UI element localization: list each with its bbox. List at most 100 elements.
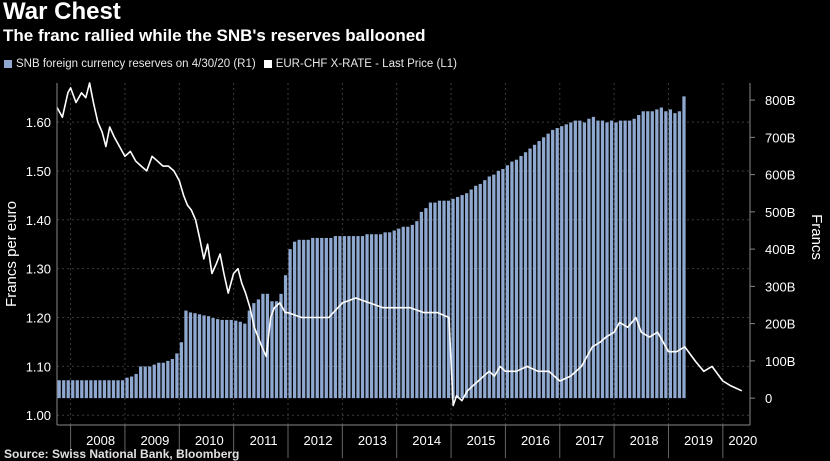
- x-tick-label-2013: 2013: [358, 433, 387, 448]
- reserve-bar-26: [175, 353, 179, 399]
- reserve-bar-40: [238, 321, 242, 399]
- y-left-axis-label: Francs per euro: [3, 201, 20, 307]
- legend-label-reserves: SNB foreign currency reserves on 4/30/20…: [16, 58, 256, 70]
- reserve-bar-22: [157, 362, 161, 399]
- reserve-bar-138: [682, 96, 686, 399]
- y-left-tick-label-6: 1.60: [26, 115, 51, 130]
- reserve-bar-63: [342, 236, 347, 399]
- x-tick-label-2017: 2017: [575, 433, 604, 448]
- reserve-bar-77: [406, 226, 410, 399]
- reserve-bar-74: [392, 230, 396, 399]
- reserve-bar-60: [329, 237, 333, 399]
- reserve-bar-136: [673, 113, 677, 399]
- reserve-bar-30: [193, 313, 197, 399]
- x-tick-label-2020: 2020: [728, 433, 757, 448]
- reserve-bar-53: [297, 239, 301, 399]
- reserve-bar-55: [306, 239, 310, 399]
- legend-label-eurchf: EUR-CHF X-RATE - Last Price (L1): [275, 58, 457, 70]
- reserve-bar-93: [478, 183, 482, 399]
- y-left-tick-label-2: 1.20: [26, 311, 51, 326]
- reserve-bar-4: [75, 380, 79, 399]
- reserve-bar-113: [569, 122, 573, 399]
- reserve-bar-35: [216, 319, 220, 399]
- y-right-tick-label-7: 700B: [765, 130, 795, 145]
- reserve-bar-112: [564, 124, 568, 399]
- reserve-bar-0: [57, 380, 61, 399]
- reserve-bar-83: [433, 202, 437, 399]
- reserve-bar-64: [347, 236, 351, 399]
- reserve-bar-34: [211, 318, 215, 399]
- reserve-bar-48: [274, 301, 279, 399]
- x-tick-label-2018: 2018: [630, 433, 659, 448]
- reserve-bar-8: [93, 380, 98, 399]
- reserve-bar-137: [677, 111, 682, 399]
- reserve-bar-124: [618, 120, 623, 399]
- x-tick-label-2011: 2011: [250, 433, 278, 448]
- reserve-bar-71: [379, 234, 383, 399]
- reserve-bar-9: [98, 380, 102, 399]
- y-right-tick-label-2: 200B: [765, 317, 795, 332]
- reserve-bar-116: [582, 122, 587, 399]
- reserve-bar-123: [614, 122, 618, 399]
- reserve-bar-130: [646, 111, 650, 399]
- reserve-bar-127: [632, 118, 636, 399]
- reserve-bar-42: [247, 310, 251, 399]
- reserve-bar-122: [609, 120, 614, 399]
- reserve-bar-37: [225, 319, 229, 399]
- reserve-bar-131: [650, 111, 654, 399]
- reserve-bar-102: [519, 155, 523, 399]
- y-right-tick-label-1: 100B: [765, 354, 795, 369]
- y-right-tick-label-0: 0: [765, 391, 772, 406]
- reserve-bar-65: [351, 236, 356, 399]
- reserve-bar-97: [496, 170, 500, 399]
- reserve-bar-81: [424, 208, 428, 399]
- reserve-bar-90: [465, 193, 469, 399]
- y-right-tick-label-4: 400B: [765, 242, 795, 257]
- reserve-bar-111: [560, 126, 564, 399]
- reserve-bar-95: [487, 176, 491, 399]
- reserve-bar-67: [360, 236, 365, 399]
- reserve-bar-108: [546, 133, 550, 399]
- eurchf-line: [56, 82, 743, 407]
- reserve-bar-105: [532, 144, 537, 399]
- reserve-bar-52: [292, 241, 297, 399]
- reserve-bar-110: [555, 128, 559, 399]
- reserve-bar-62: [338, 236, 342, 399]
- reserve-bar-125: [623, 120, 627, 399]
- reserve-bar-18: [139, 366, 143, 399]
- reserve-bar-106: [537, 141, 541, 399]
- y-left-tick-label-4: 1.40: [26, 213, 51, 228]
- reserve-bar-43: [252, 303, 256, 399]
- y-left-tick-label-0: 1.00: [26, 408, 51, 423]
- reserve-bar-98: [501, 169, 505, 399]
- reserve-bar-15: [125, 377, 129, 399]
- reserve-bar-50: [283, 275, 288, 399]
- reserve-bar-23: [161, 362, 165, 399]
- x-tick-label-2009: 2009: [140, 433, 169, 448]
- reserve-bar-61: [333, 236, 337, 399]
- x-tick-label-2014: 2014: [412, 433, 441, 448]
- reserve-bar-89: [460, 195, 464, 399]
- reserve-bar-1: [62, 380, 66, 399]
- reserve-bar-94: [483, 180, 487, 399]
- chart-subtitle: The franc rallied while the SNB's reserv…: [3, 26, 426, 45]
- reserve-bar-91: [469, 189, 473, 399]
- reserve-bar-5: [80, 380, 84, 399]
- reserve-bar-70: [374, 234, 378, 399]
- reserve-bar-51: [288, 249, 292, 399]
- reserve-bar-47: [270, 301, 274, 399]
- legend: SNB foreign currency reserves on 4/30/20…: [4, 58, 457, 70]
- reserve-bar-66: [356, 236, 360, 399]
- reserve-bar-103: [523, 152, 528, 399]
- x-tick-label-2016: 2016: [521, 433, 550, 448]
- reserve-bar-82: [428, 202, 433, 399]
- reserve-bar-129: [641, 111, 645, 399]
- reserve-bar-7: [89, 380, 93, 399]
- reserve-bar-20: [148, 366, 152, 399]
- reserve-bar-126: [628, 120, 632, 399]
- reserve-bar-88: [455, 196, 460, 399]
- reserve-bar-2: [66, 380, 70, 399]
- reserve-bar-132: [655, 109, 659, 399]
- reserve-bar-118: [591, 116, 596, 399]
